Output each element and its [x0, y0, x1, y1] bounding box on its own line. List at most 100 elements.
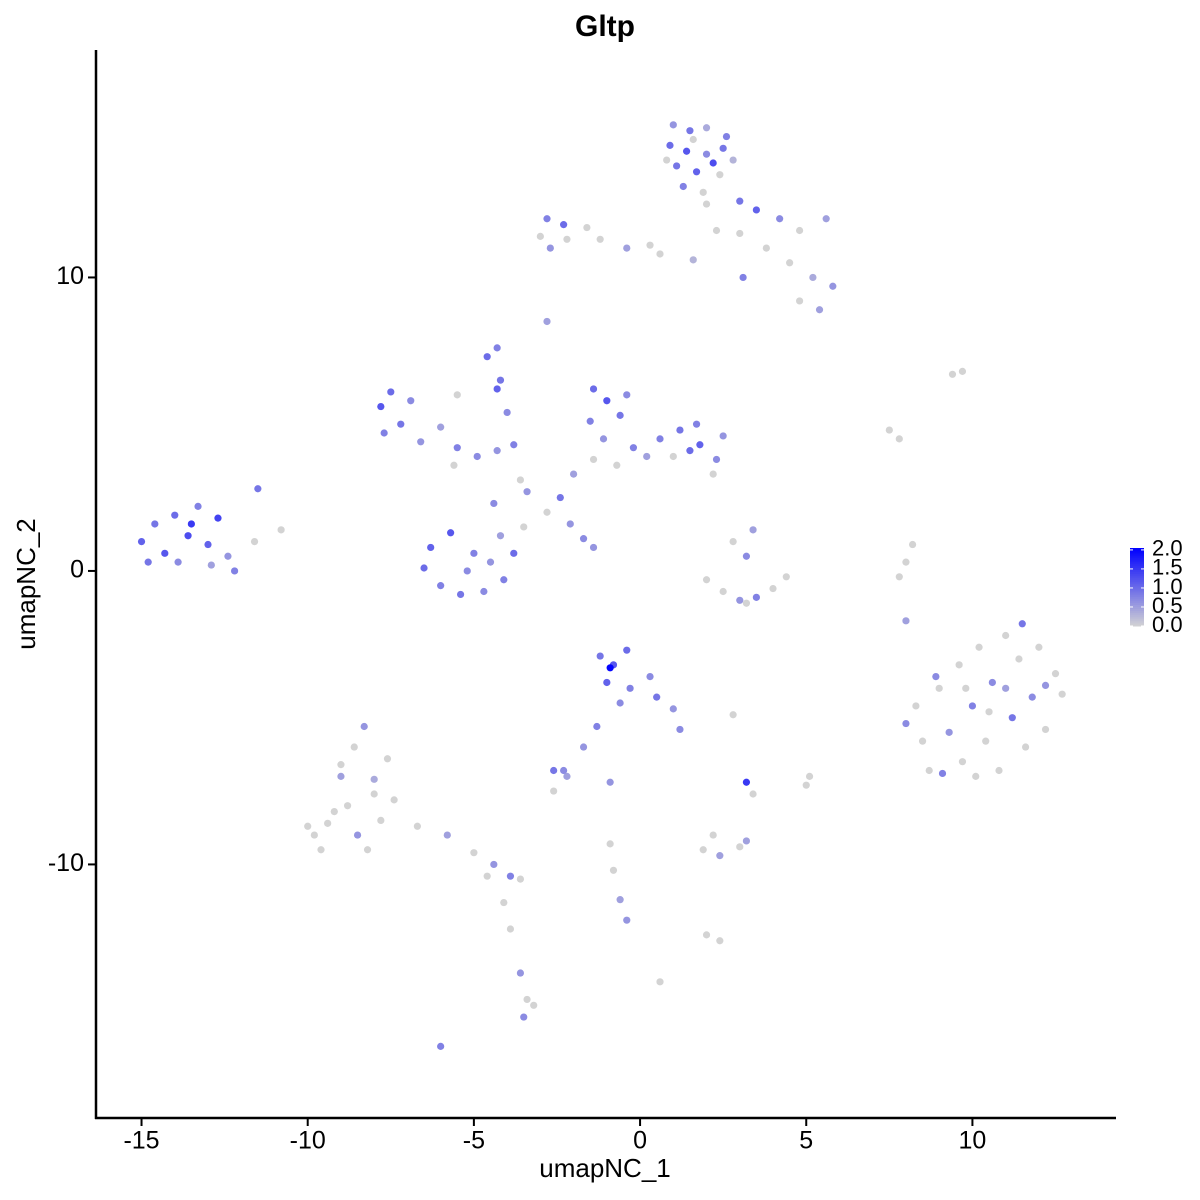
colorbar-step: [1130, 622, 1144, 625]
cell-point: [536, 232, 544, 240]
y-tick-label: -10: [48, 849, 84, 877]
cell-point: [762, 244, 770, 252]
cell-point: [955, 661, 963, 669]
cell-point: [1002, 684, 1010, 692]
cell-point: [885, 426, 893, 434]
cell-point: [702, 124, 711, 132]
cell-point: [646, 672, 654, 681]
cell-point: [483, 872, 491, 880]
cell-point: [795, 226, 804, 235]
colorbar-label: 0.5: [1152, 593, 1183, 618]
cell-point: [493, 385, 501, 393]
cell-point: [563, 235, 571, 243]
cell-point: [350, 743, 358, 751]
cell-point: [563, 772, 571, 780]
y-axis-label: umapNC_2: [11, 518, 41, 650]
cell-point: [337, 761, 345, 769]
cell-point: [579, 535, 588, 543]
cell-point: [523, 995, 531, 1004]
cell-point: [480, 587, 488, 596]
cell-point: [958, 758, 967, 766]
cell-point: [712, 455, 721, 464]
cell-point: [496, 376, 505, 384]
cell-point: [443, 831, 451, 839]
colorbar-step: [1130, 624, 1144, 627]
colorbar-step: [1130, 608, 1144, 611]
cell-point: [712, 226, 721, 235]
colorbar-step: [1130, 592, 1144, 596]
cell-point: [493, 447, 501, 455]
cell-point: [1035, 643, 1043, 651]
cell-point: [171, 511, 179, 519]
cell-point: [324, 819, 332, 827]
colorbar-step: [1130, 559, 1144, 563]
cell-point: [560, 766, 568, 775]
cell-point: [556, 493, 564, 502]
cell-point: [958, 367, 967, 375]
cell-point: [543, 508, 551, 516]
colorbar-step: [1130, 606, 1144, 609]
cell-point: [496, 532, 505, 540]
cell-point: [669, 121, 677, 129]
cell-point: [616, 896, 624, 904]
cell-point: [523, 488, 531, 496]
cell-point: [343, 802, 352, 810]
cell-point: [224, 552, 232, 560]
colorbar-step: [1130, 600, 1144, 604]
cell-point: [370, 775, 378, 783]
cell-point: [194, 502, 202, 510]
cell-point: [606, 778, 614, 786]
cell-point: [184, 532, 192, 540]
colorbar-step: [1130, 596, 1144, 600]
cell-point: [623, 916, 631, 924]
colorbar-step: [1130, 587, 1144, 590]
cell-point: [686, 447, 694, 455]
cell-point: [589, 385, 598, 393]
cell-point: [1028, 693, 1036, 701]
cell-point: [151, 520, 159, 528]
cell-point: [673, 162, 681, 170]
colorbar-label: 2.0: [1152, 536, 1183, 561]
cell-point: [985, 708, 993, 716]
cell-point: [1008, 714, 1016, 722]
cell-point: [360, 722, 368, 731]
colorbar-step: [1130, 549, 1144, 553]
cell-point: [902, 617, 910, 625]
cell-point: [702, 931, 711, 939]
cell-point: [689, 256, 697, 264]
x-tick-label: -5: [463, 1127, 485, 1155]
cell-point: [330, 807, 338, 816]
cell-point: [390, 796, 398, 804]
cell-point: [656, 978, 664, 986]
cell-point: [427, 543, 435, 552]
cell-point: [520, 1013, 528, 1021]
chart-title: Gltp: [575, 10, 635, 43]
cell-point: [483, 353, 491, 361]
cell-point: [550, 787, 558, 795]
cell-point: [795, 297, 804, 305]
cell-point: [653, 693, 661, 701]
x-axis-label: umapNC_1: [539, 1153, 671, 1183]
cell-point: [948, 370, 957, 378]
colorbar-step: [1130, 569, 1144, 572]
cell-point: [749, 790, 757, 798]
cell-point: [782, 573, 790, 581]
cell-point: [902, 558, 910, 566]
cell-point: [407, 397, 415, 405]
cell-point: [187, 520, 195, 528]
cell-point: [623, 646, 631, 654]
cell-point: [686, 127, 694, 135]
cell-point: [254, 485, 262, 493]
cell-point: [702, 576, 711, 584]
cell-point: [918, 737, 927, 745]
cell-point: [1015, 655, 1023, 663]
cell-point: [769, 584, 777, 593]
cell-point: [692, 168, 701, 176]
cell-point: [736, 843, 744, 851]
cell-point: [895, 573, 903, 581]
cell-point: [702, 200, 711, 208]
cell-point: [437, 423, 445, 431]
cell-point: [546, 244, 554, 252]
cell-point: [500, 898, 508, 907]
